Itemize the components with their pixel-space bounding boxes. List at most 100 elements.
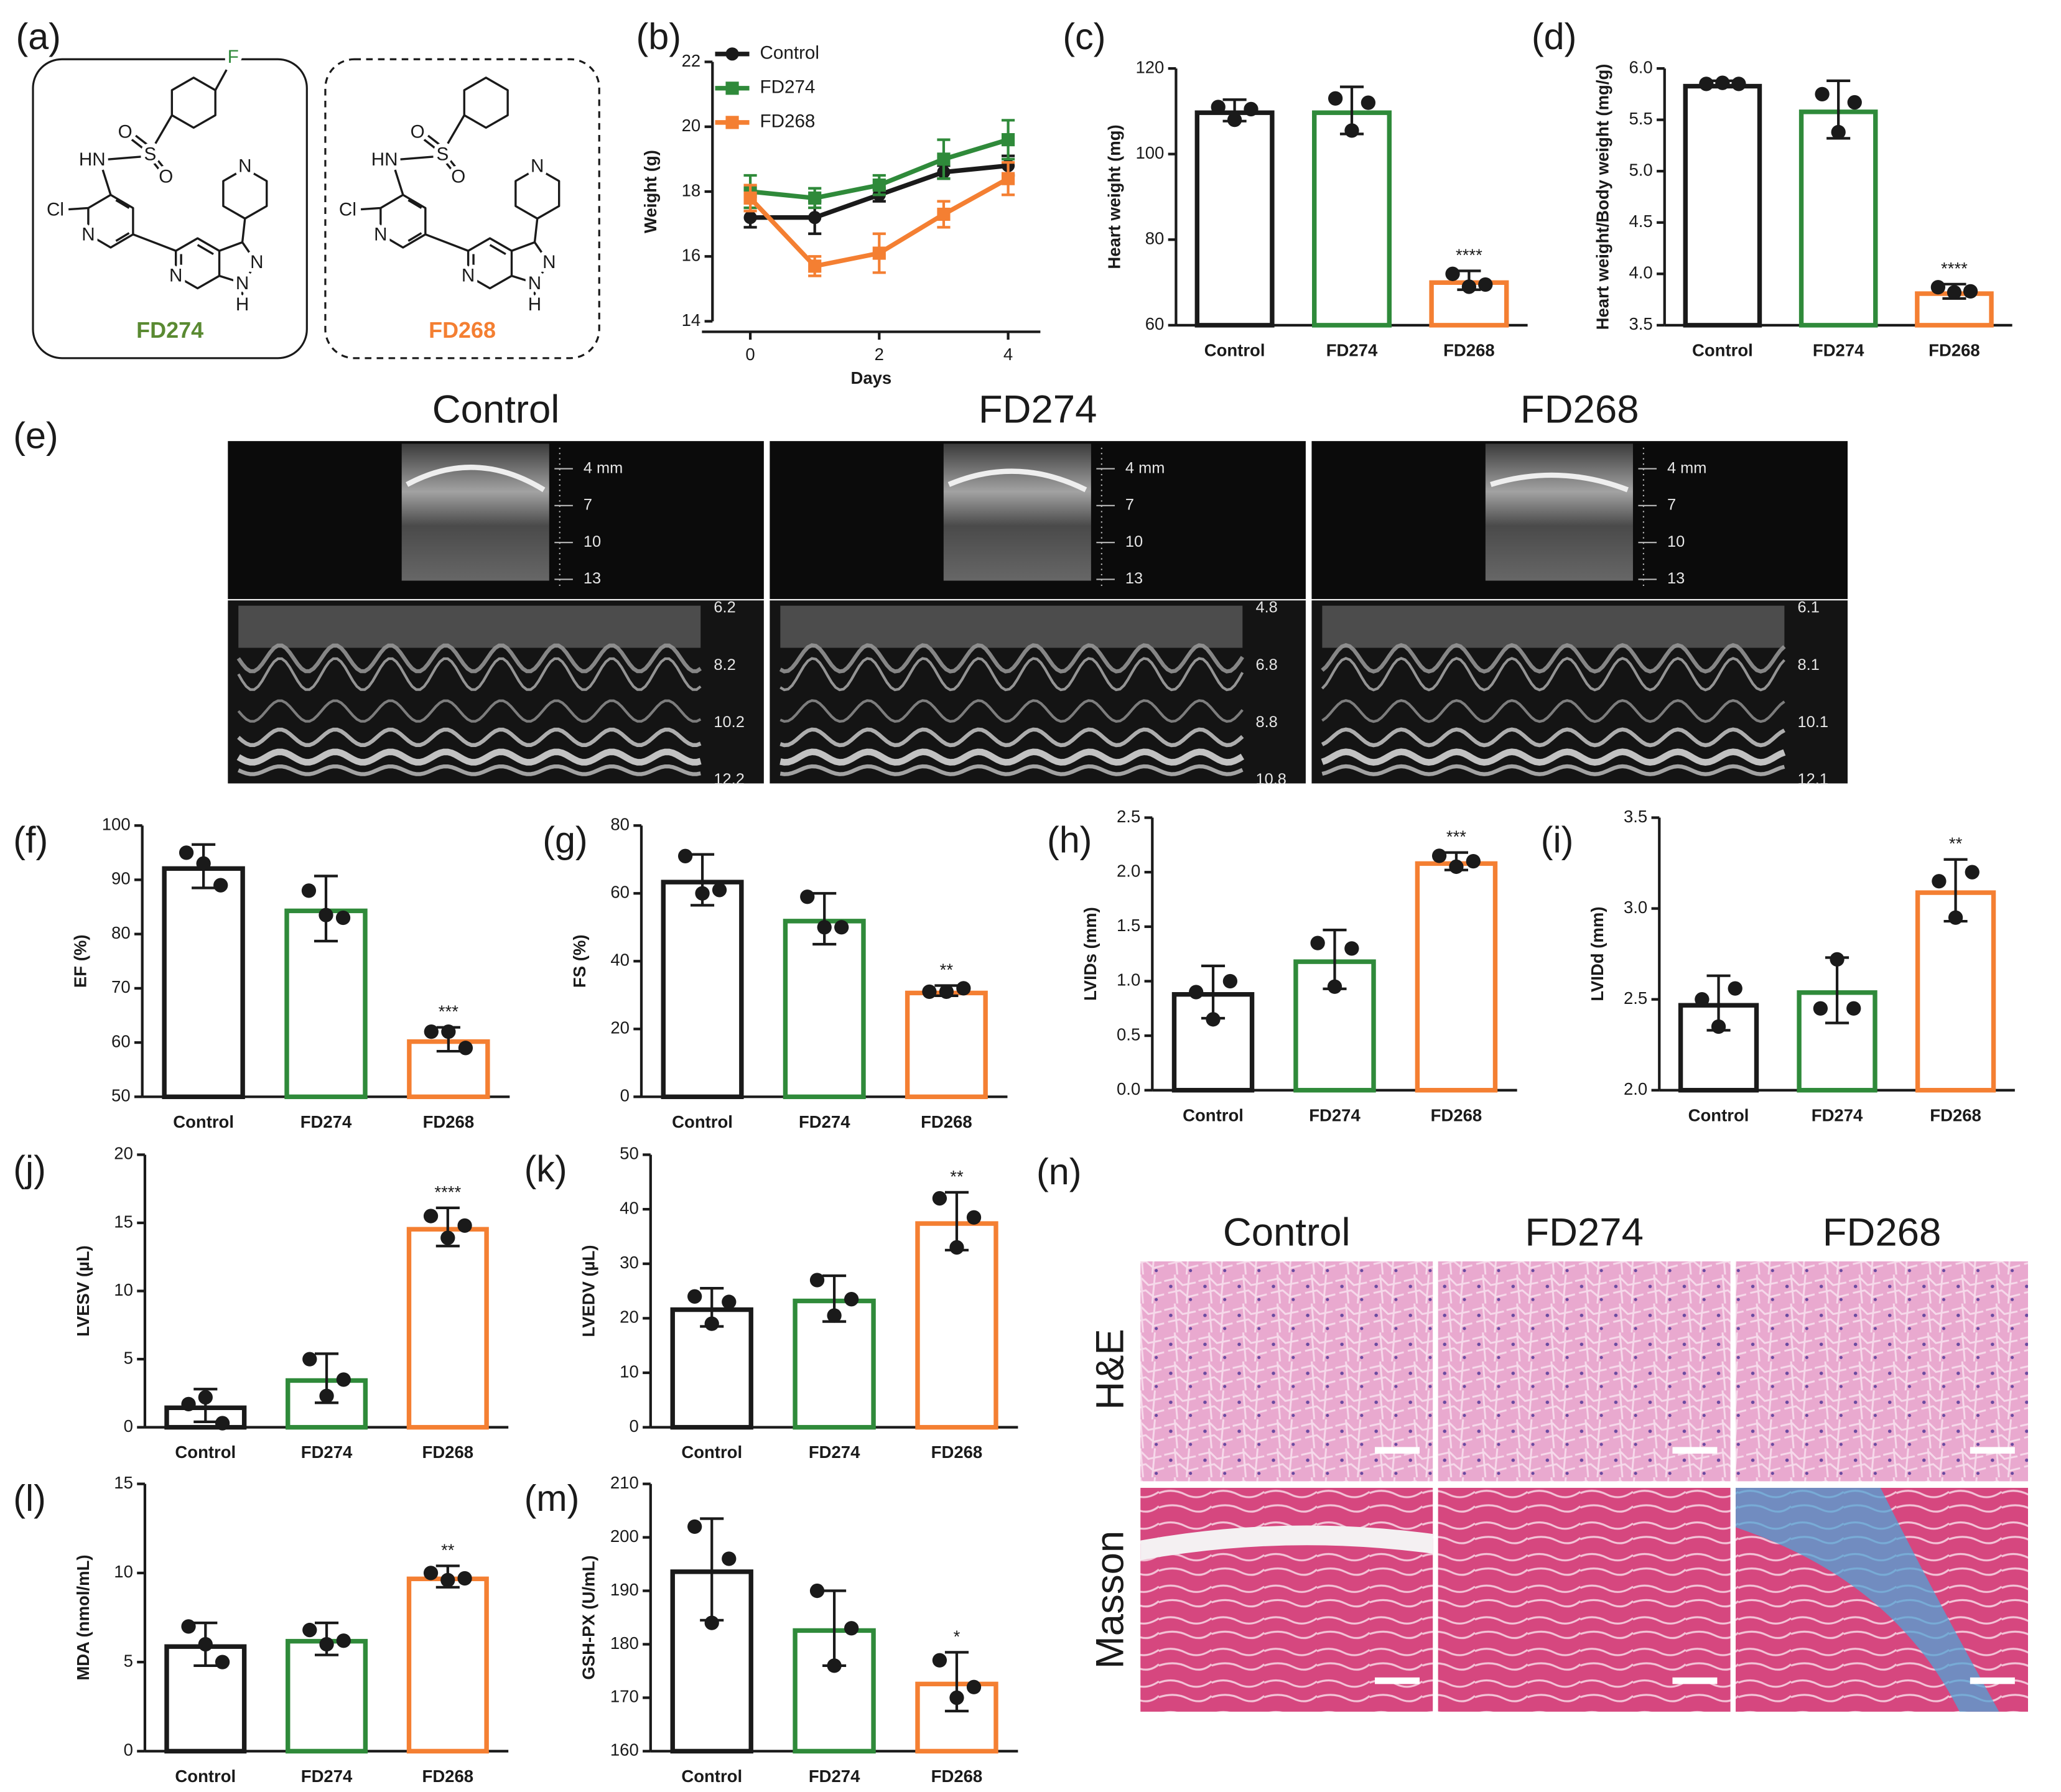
compound-name: FD274 [136, 317, 203, 343]
y-tick-label: 0.5 [1117, 1024, 1140, 1044]
x-tick-label: FD274 [1326, 340, 1378, 360]
y-tick-label: 160 [610, 1740, 639, 1760]
echo-mmode-label: 10.1 [1798, 713, 1828, 731]
data-point [722, 1294, 737, 1309]
y-tick-label: 50 [620, 1144, 639, 1163]
data-point [302, 1622, 317, 1638]
data-point [335, 910, 351, 926]
data-point [1948, 910, 1963, 925]
x-tick-label: 4 [1003, 345, 1013, 364]
y-axis-label: LVEDV (µL) [579, 1245, 598, 1337]
x-tick-label: FD274 [301, 1766, 353, 1786]
data-point [301, 883, 317, 898]
bar [286, 1638, 368, 1754]
data-point [704, 1316, 719, 1331]
data-point [1244, 101, 1258, 117]
echo-mmode-label: 8.8 [1255, 713, 1277, 731]
data-point [695, 886, 710, 901]
data-point [743, 191, 757, 205]
histology-column-title: Control [1223, 1210, 1351, 1254]
panel-label: (i) [1541, 819, 1574, 860]
y-tick-label: 20 [682, 116, 701, 135]
y-tick-label: 120 [1135, 57, 1164, 77]
atom: S [144, 144, 157, 165]
x-tick-label: Control [173, 1112, 234, 1131]
atom: HN [79, 149, 106, 170]
legend-label: FD274 [760, 77, 815, 98]
compound-fd268: HN S O O Cl N N N N N H FD268 [335, 118, 560, 343]
x-tick-label: 0 [745, 345, 755, 364]
histology-row-label: Masson [1089, 1531, 1132, 1669]
data-point [215, 1416, 230, 1431]
bar [905, 990, 988, 1100]
y-tick-label: 20 [610, 1018, 630, 1038]
y-tick-label: 6.0 [1629, 57, 1652, 77]
data-point [1344, 123, 1359, 138]
y-tick-label: 22 [682, 51, 701, 70]
scale-bar [1672, 1447, 1718, 1454]
atom: N [531, 156, 544, 177]
x-tick-label: FD274 [301, 1442, 353, 1462]
data-point [872, 178, 886, 192]
echo-mmode-label: 8.1 [1798, 656, 1820, 674]
echo-depth-label: 7 [1125, 496, 1134, 514]
data-point [424, 1024, 439, 1039]
data-point [949, 1690, 964, 1706]
y-tick-label: 10 [114, 1280, 133, 1299]
data-point [937, 152, 951, 166]
data-point [1310, 935, 1325, 950]
data-point [1328, 91, 1343, 106]
y-axis-label: EF (%) [71, 935, 90, 988]
data-point [1001, 172, 1015, 185]
y-tick-label: 180 [610, 1633, 639, 1653]
legend-marker [725, 81, 739, 95]
x-tick-label: Control [1183, 1105, 1244, 1125]
echo-wall [947, 468, 1087, 493]
panel-label: (a) [16, 16, 60, 57]
echo-wall [406, 465, 546, 493]
echo-m-mode-trace [779, 643, 1244, 674]
y-tick-label: 16 [682, 246, 701, 265]
atom: O [451, 167, 465, 187]
x-tick-label: Control [672, 1112, 733, 1131]
echo-depth-label: 10 [1667, 533, 1685, 550]
data-point [1830, 952, 1845, 967]
y-tick-label: 210 [610, 1473, 639, 1492]
data-point [966, 1210, 982, 1225]
data-point [440, 1572, 455, 1588]
echo-m-mode-top [238, 605, 701, 648]
atom: N [236, 273, 249, 294]
y-tick-label: 60 [1145, 314, 1165, 333]
y-tick-label: 3.5 [1624, 807, 1647, 826]
panel-label: (l) [13, 1477, 46, 1519]
x-tick-label: FD268 [1443, 340, 1495, 360]
atom: N [238, 156, 251, 177]
y-tick-label: 60 [111, 1031, 131, 1051]
data-point [844, 1292, 859, 1307]
data-point [1699, 77, 1714, 91]
data-point [1361, 95, 1376, 110]
x-tick-label: FD268 [1930, 1105, 1981, 1125]
data-point [302, 1352, 317, 1367]
structure-bonds [360, 77, 561, 305]
y-tick-label: 0 [620, 1086, 630, 1105]
significance: *** [439, 1002, 458, 1021]
bar [406, 1576, 489, 1754]
echo-mmode-label: 10.2 [714, 713, 744, 731]
data-point [844, 1621, 859, 1636]
atom: Cl [339, 200, 356, 220]
data-point [1466, 854, 1481, 869]
data-point [1963, 284, 1978, 299]
atom: H [236, 294, 249, 315]
echo-mmode-label: 12.2 [714, 771, 744, 788]
y-tick-label: 1.0 [1117, 970, 1140, 990]
x-tick-label: Control [175, 1442, 236, 1462]
y-axis-label: GSH-PX (U/mL) [579, 1555, 598, 1679]
echo-m-mode-trace [1321, 727, 1785, 748]
significance: ** [1949, 834, 1963, 853]
bar [1915, 890, 1996, 1093]
data-point [949, 1240, 964, 1255]
echo-depth-label: 10 [1125, 533, 1143, 550]
x-tick-label: FD268 [423, 1112, 475, 1131]
